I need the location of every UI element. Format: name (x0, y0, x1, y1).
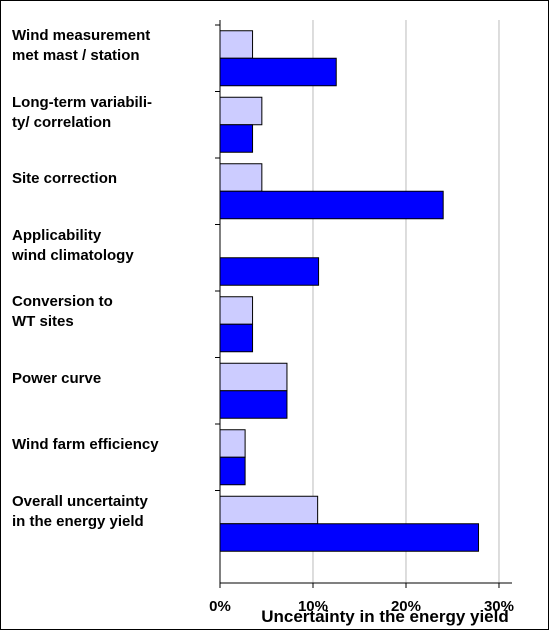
bar (219, 163, 263, 192)
x-tick-label: 0% (209, 598, 231, 615)
bar (219, 362, 288, 392)
bar (219, 190, 444, 220)
category-label: Long-term variabili- ty/ correlation (12, 93, 153, 131)
bar (219, 323, 254, 353)
category-label: Site correction (12, 170, 118, 188)
bar (219, 456, 246, 486)
category-label: Applicability wind climatology (12, 226, 134, 264)
bar (219, 296, 254, 325)
bar (219, 57, 337, 87)
bar (219, 495, 319, 525)
bar (219, 429, 246, 458)
bar (219, 96, 263, 126)
category-label: Wind farm efficiency (12, 436, 159, 454)
category-label: Conversion to WT sites (12, 293, 113, 331)
bar (219, 257, 320, 286)
x-tick-label: 30% (484, 598, 514, 615)
category-label: Power curve (12, 369, 102, 387)
bar (219, 124, 254, 153)
x-axis-title: Uncertainty in the energy yield (261, 607, 509, 626)
bar (219, 523, 480, 552)
x-tick-label: 20% (391, 598, 421, 615)
bar (219, 390, 288, 419)
bar (219, 30, 254, 59)
x-tick-label: 10% (298, 598, 328, 615)
category-label: Wind measurement met mast / station (12, 27, 151, 65)
category-label: Overall uncertainty in the energy yield (12, 492, 148, 530)
